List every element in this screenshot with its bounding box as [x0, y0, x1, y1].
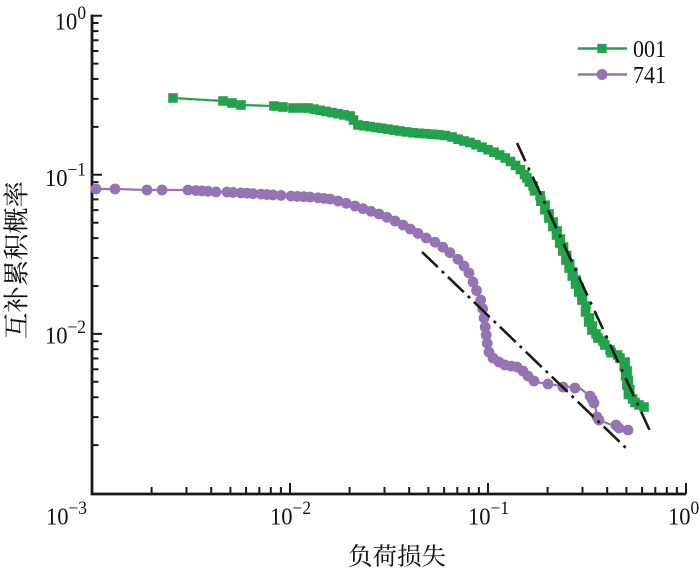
- svg-text:001: 001: [633, 37, 666, 63]
- svg-text:741: 741: [633, 63, 666, 89]
- svg-text:100: 100: [55, 3, 86, 36]
